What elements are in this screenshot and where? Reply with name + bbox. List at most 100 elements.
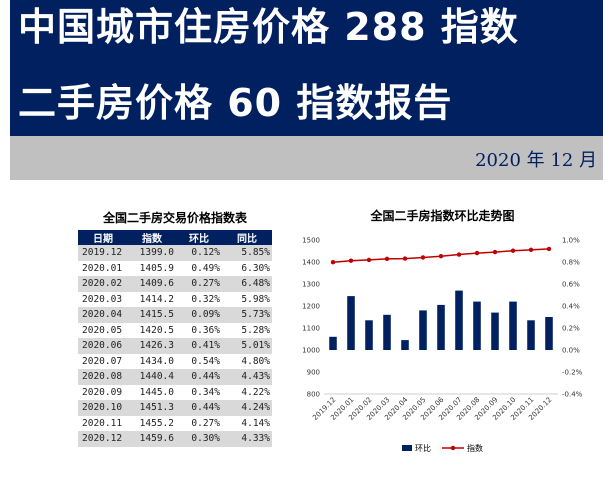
- cell-mom: 0.54%: [176, 353, 222, 369]
- cell-index: 1426.3: [128, 338, 176, 354]
- cell-mom: 0.44%: [176, 369, 222, 385]
- report-date: 2020 年 12 月: [475, 150, 597, 171]
- cell-date: 2019.12: [78, 245, 128, 261]
- table-row: 2020.05 1420.5 0.36% 5.28%: [78, 322, 272, 338]
- cell-date: 2020.01: [78, 260, 128, 276]
- y-left-tick-label: 1400: [302, 259, 320, 267]
- header-yoy: 同比: [222, 230, 272, 245]
- cell-yoy: 5.98%: [222, 291, 272, 307]
- y-left-tick-label: 1000: [302, 347, 320, 355]
- index-point: [348, 258, 354, 263]
- y-left-tick-label: 1300: [302, 281, 320, 289]
- legend-bar-label: 环比: [415, 443, 431, 453]
- cell-mom: 0.30%: [176, 431, 222, 447]
- y-left-tick-label: 1100: [302, 325, 320, 333]
- cell-mom: 0.34%: [176, 384, 222, 400]
- cell-date: 2020.12: [78, 431, 128, 447]
- mom-bar: [383, 314, 391, 350]
- table-row: 2020.06 1426.3 0.41% 5.01%: [78, 338, 272, 354]
- cell-date: 2020.02: [78, 276, 128, 292]
- cell-index: 1399.0: [128, 245, 176, 261]
- cell-mom: 0.36%: [176, 322, 222, 338]
- mom-trend-chart: 1500 1400 1300 1200 1100 1000 900 800 1.0% 0.8% 0.…: [302, 237, 583, 454]
- table-row: 2019.12 1399.0 0.12% 5.85%: [78, 245, 272, 261]
- mom-bar: [509, 301, 517, 350]
- cell-date: 2020.05: [78, 322, 128, 338]
- mom-bar: [401, 340, 409, 350]
- cell-mom: 0.41%: [176, 338, 222, 354]
- y-right-tick-label: 1.0%: [562, 237, 580, 245]
- cell-index: 1455.2: [128, 415, 176, 431]
- table-header-row: 日期 指数 环比 同比: [78, 230, 272, 245]
- y-right-tick-label: -0.4%: [562, 391, 583, 399]
- cell-mom: 0.49%: [176, 260, 222, 276]
- cell-date: 2020.04: [78, 307, 128, 323]
- mom-bar: [437, 304, 445, 350]
- cell-yoy: 4.43%: [222, 369, 272, 385]
- cell-mom: 0.27%: [176, 276, 222, 292]
- y-left-tick-label: 900: [307, 369, 320, 377]
- header-mom: 环比: [176, 230, 222, 245]
- y-right-tick-label: 0.4%: [562, 303, 580, 311]
- cell-mom: 0.27%: [176, 415, 222, 431]
- y-left-tick-label: 1500: [302, 237, 320, 245]
- table-row: 2020.02 1409.6 0.27% 6.48%: [78, 276, 272, 292]
- cell-mom: 0.44%: [176, 400, 222, 416]
- index-point: [528, 247, 534, 253]
- y-right-tick-label: 0.6%: [562, 281, 580, 289]
- table-row: 2020.07 1434.0 0.54% 4.80%: [78, 353, 272, 369]
- index-point: [510, 248, 516, 253]
- index-point: [402, 256, 408, 261]
- table-row: 2020.01 1405.9 0.49% 6.30%: [78, 260, 272, 276]
- header-index: 指数: [128, 230, 176, 245]
- legend-line-marker: [450, 445, 456, 451]
- y-right-tick-label: 0.2%: [562, 325, 580, 333]
- table-row: 2020.10 1451.3 0.44% 4.24%: [78, 400, 272, 416]
- table-row: 2020.09 1445.0 0.34% 4.22%: [78, 384, 272, 400]
- cell-yoy: 5.73%: [222, 307, 272, 323]
- index-point: [474, 250, 480, 256]
- cell-date: 2020.03: [78, 291, 128, 307]
- table-row: 2020.12 1459.6 0.30% 4.33%: [78, 431, 272, 447]
- mom-bar: [473, 301, 481, 350]
- index-point: [438, 254, 444, 259]
- y-right-tick-label: 0.0%: [562, 347, 580, 355]
- cell-index: 1445.0: [128, 384, 176, 400]
- index-point: [456, 252, 462, 257]
- mom-bar: [329, 336, 337, 350]
- cell-date: 2020.11: [78, 415, 128, 431]
- mom-bar: [365, 320, 373, 350]
- cell-yoy: 6.30%: [222, 260, 272, 276]
- cell-yoy: 4.14%: [222, 415, 272, 431]
- cell-mom: 0.12%: [176, 245, 222, 261]
- cell-date: 2020.09: [78, 384, 128, 400]
- cell-yoy: 4.22%: [222, 384, 272, 400]
- table-row: 2020.03 1414.2 0.32% 5.98%: [78, 291, 272, 307]
- mom-bar: [419, 310, 427, 350]
- header-date: 日期: [78, 230, 128, 245]
- index-point: [384, 256, 390, 262]
- mom-bar: [527, 320, 535, 350]
- cell-index: 1414.2: [128, 291, 176, 307]
- index-point: [420, 255, 426, 260]
- cell-mom: 0.32%: [176, 291, 222, 307]
- cell-date: 2020.08: [78, 369, 128, 385]
- cell-index: 1420.5: [128, 322, 176, 338]
- cell-yoy: 5.01%: [222, 338, 272, 354]
- mom-bar: [455, 290, 463, 350]
- cell-yoy: 4.24%: [222, 400, 272, 416]
- cell-yoy: 5.85%: [222, 245, 272, 261]
- cell-index: 1440.4: [128, 369, 176, 385]
- y-left-tick-label: 1200: [302, 303, 320, 311]
- report-title-line2: 二手房价格 60 指数报告: [18, 81, 453, 125]
- cell-yoy: 4.80%: [222, 353, 272, 369]
- index-point: [366, 257, 372, 263]
- mom-bar: [491, 312, 499, 350]
- cell-date: 2020.10: [78, 400, 128, 416]
- mom-bar: [347, 296, 355, 350]
- table-row: 2020.08 1440.4 0.44% 4.43%: [78, 369, 272, 385]
- index-point: [330, 260, 336, 265]
- cell-mom: 0.09%: [176, 307, 222, 323]
- cell-index: 1405.9: [128, 260, 176, 276]
- legend-line-label: 指数: [467, 443, 483, 453]
